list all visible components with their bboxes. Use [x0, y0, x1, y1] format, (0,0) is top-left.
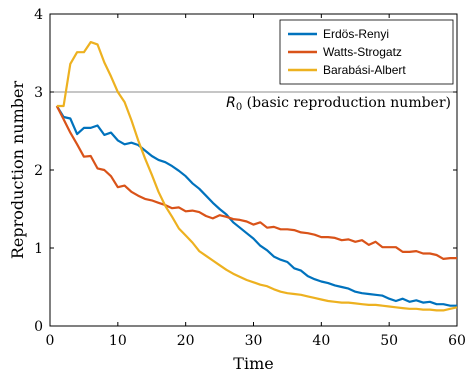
series-line-0 [55, 105, 457, 307]
legend-label-0: Erdös-Renyi [323, 27, 389, 41]
y-axis-ticks: 0 1 2 3 4 [34, 7, 457, 335]
series-line-1 [55, 105, 457, 260]
y-tick-label: 0 [34, 319, 43, 335]
x-tick-label: 50 [380, 333, 398, 349]
x-tick-label: 0 [46, 333, 55, 349]
series-lines [55, 40, 458, 312]
y-tick-label: 1 [34, 241, 43, 257]
x-tick-label: 40 [312, 333, 330, 349]
y-tick-label: 3 [34, 85, 43, 101]
x-axis-ticks: 0 10 20 30 40 50 60 [46, 14, 466, 349]
y-axis-label: Reproduction number [8, 81, 27, 260]
series-line-2 [56, 40, 458, 312]
x-tick-label: 10 [109, 333, 127, 349]
x-tick-label: 20 [177, 333, 195, 349]
legend-label-2: Barabási-Albert [323, 63, 406, 77]
x-axis-label: Time [233, 354, 273, 373]
y-tick-label: 4 [34, 7, 43, 23]
reference-line-group: R0 (basic reproduction number) [50, 91, 457, 113]
x-tick-label: 60 [448, 333, 466, 349]
reference-line-label: R0 (basic reproduction number) [226, 95, 451, 113]
y-tick-label: 2 [34, 163, 43, 179]
legend: Erdös-Renyi Watts-Strogatz Barabási-Albert [279, 19, 454, 85]
legend-label-1: Watts-Strogatz [323, 45, 402, 59]
x-tick-label: 30 [245, 333, 263, 349]
